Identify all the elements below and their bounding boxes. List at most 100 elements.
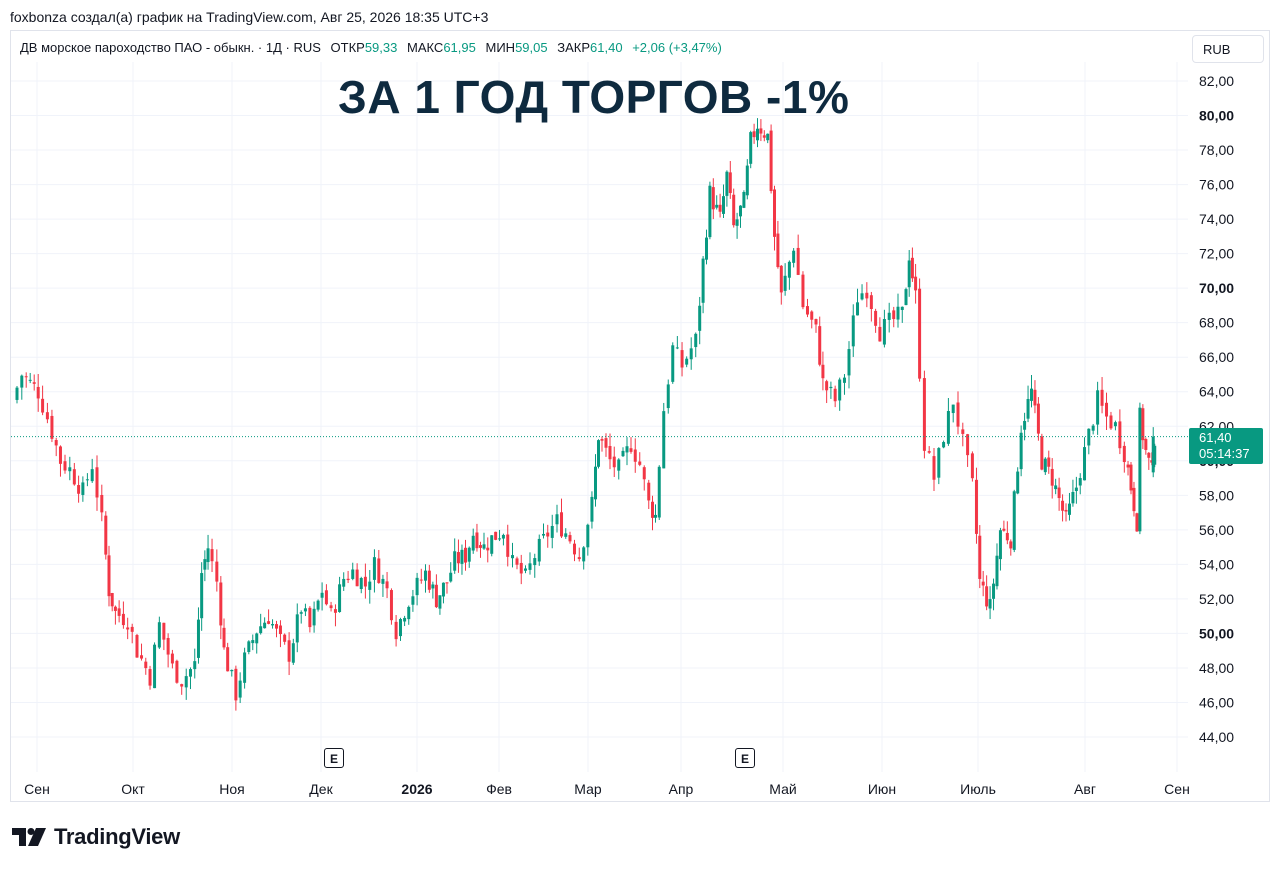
candle-body <box>303 608 307 612</box>
candle-body <box>856 302 860 316</box>
candle-body <box>662 411 666 469</box>
candle-body <box>170 653 174 664</box>
candle-body <box>537 538 541 562</box>
candle-body <box>1113 422 1117 427</box>
open-value: 59,33 <box>364 40 398 55</box>
candle-body <box>166 637 170 655</box>
candle-body <box>675 347 679 349</box>
candle-body <box>316 600 320 610</box>
candle-body <box>247 641 251 653</box>
candle-body <box>68 467 72 472</box>
candle-body <box>1043 458 1047 473</box>
currency-button[interactable]: RUB <box>1192 35 1264 63</box>
x-tick-label: Ноя <box>219 781 244 797</box>
candle-body <box>671 345 675 382</box>
candle-body <box>411 596 415 605</box>
x-tick-label: Дек <box>309 781 333 797</box>
candle-body <box>735 219 739 226</box>
earnings-event-marker[interactable]: E <box>324 748 344 768</box>
candle-body <box>193 661 197 670</box>
x-tick-label: Сен <box>1164 781 1190 797</box>
symbol-name[interactable]: ДВ морское пароходство ПАО - обыкн. · 1Д… <box>20 40 321 55</box>
x-tick-label: Окт <box>121 781 145 797</box>
candle-body <box>283 634 287 642</box>
candle-body <box>117 608 121 616</box>
candle-body <box>28 379 32 381</box>
candle-body <box>515 558 519 565</box>
candle-body <box>542 533 545 536</box>
candle-body <box>385 581 389 589</box>
candle-body <box>829 386 833 389</box>
y-tick-label: 54,00 <box>1199 556 1234 572</box>
candle-body <box>144 661 148 669</box>
y-tick-label: 66,00 <box>1199 349 1234 365</box>
candle-body <box>666 384 670 409</box>
candle-body <box>1019 432 1023 470</box>
candle-body <box>200 573 204 619</box>
candle-body <box>787 261 791 278</box>
candle-body <box>810 311 814 320</box>
candle-body <box>1064 509 1068 512</box>
candle-body <box>355 569 359 587</box>
candle-body <box>434 584 438 608</box>
chart-frame <box>10 30 1270 802</box>
ohlc-open: ОТКР59,33 <box>331 40 398 55</box>
tradingview-logo-text: TradingView <box>54 824 180 849</box>
candle-body <box>215 561 219 582</box>
candle-body <box>100 494 104 513</box>
y-tick-label: 52,00 <box>1199 591 1234 607</box>
candle-body <box>988 599 992 609</box>
candle-body <box>415 577 419 596</box>
symbol-header: ДВ морское пароходство ПАО - обыкн. · 1Д… <box>20 40 728 55</box>
candle-body <box>985 586 989 607</box>
candle-body <box>821 364 825 379</box>
y-tick-label: 48,00 <box>1199 660 1234 676</box>
x-tick-label: Авг <box>1074 781 1096 797</box>
price-change: +2,06 (+3,47%) <box>632 40 722 55</box>
candle-body <box>600 439 604 441</box>
candle-body <box>162 622 166 640</box>
candle-body <box>394 621 398 640</box>
candle-body <box>1126 464 1130 468</box>
candle-body <box>110 593 114 607</box>
candle-body <box>153 644 157 689</box>
candle-body <box>769 130 773 192</box>
ohlc-close: ЗАКР61,40 <box>557 40 622 55</box>
candle-body <box>638 461 642 465</box>
tradingview-logo[interactable]: TradingView <box>12 824 180 850</box>
candle-body <box>998 530 1002 560</box>
candle-body <box>389 590 393 621</box>
candle-body <box>1138 407 1142 532</box>
candle-body <box>937 448 941 478</box>
candle-body <box>1012 491 1016 550</box>
candle-body <box>238 680 242 698</box>
x-tick-label: Мар <box>574 781 602 797</box>
candle-body <box>498 538 502 540</box>
candle-body <box>922 378 926 451</box>
candle-body <box>882 318 886 345</box>
candle-body <box>230 669 234 672</box>
candle-body <box>482 544 486 549</box>
x-tick-label: Апр <box>669 781 694 797</box>
candle-body <box>974 479 978 534</box>
candle-body <box>121 613 125 626</box>
candle-body <box>20 375 24 388</box>
candle-body <box>77 485 81 494</box>
candle-body <box>15 387 19 400</box>
candle-body <box>203 559 207 570</box>
y-tick-label: 46,00 <box>1199 694 1234 710</box>
candle-body <box>95 467 99 498</box>
candle-body <box>234 668 238 701</box>
candle-body <box>41 398 45 413</box>
candle-body <box>1036 403 1040 434</box>
candle-body <box>708 185 712 238</box>
candle-body <box>621 450 625 457</box>
last-price: 61,40 <box>1199 430 1232 445</box>
earnings-event-marker[interactable]: E <box>735 748 755 768</box>
candle-body <box>32 382 36 384</box>
candle-body <box>568 535 572 542</box>
candle-body <box>1129 464 1133 491</box>
candle-body <box>752 131 756 138</box>
candle-body <box>577 557 581 560</box>
